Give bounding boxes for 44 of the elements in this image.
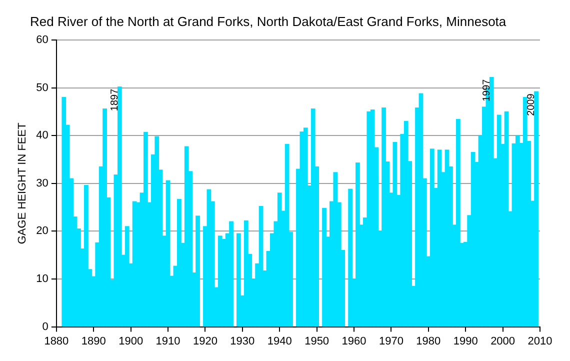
x-tick-label: 1980 [416, 335, 441, 348]
y-tick-label: 30 [36, 177, 48, 190]
y-tick-label: 0 [42, 320, 48, 333]
y-axis-title: GAGE HEIGHT IN FEET [16, 122, 29, 244]
y-tick-label: 60 [36, 34, 48, 46]
y-tick-label: 40 [36, 130, 48, 142]
x-tick-label: 1880 [44, 335, 69, 348]
x-tick-label: 1960 [342, 335, 366, 348]
x-tick-label: 2010 [528, 335, 552, 348]
bar [300, 131, 304, 327]
y-tick-label: 50 [36, 82, 48, 94]
x-tick-label: 1940 [267, 335, 292, 348]
x-tick-label: 1910 [156, 335, 180, 348]
bar [366, 111, 372, 327]
x-tick-label: 1890 [81, 335, 106, 348]
bar [322, 208, 326, 327]
annotation: 1897 [109, 88, 120, 112]
annotation: 2009 [526, 93, 538, 116]
bar [534, 91, 538, 327]
chart-title: Red River of the North at Grand Forks, North Dakota/East Grand Forks, Minnesota [30, 14, 506, 29]
x-tick-label: 1930 [230, 335, 255, 348]
y-tick-label: 20 [36, 225, 48, 238]
bar [102, 108, 107, 327]
bar [62, 97, 66, 327]
bar [382, 108, 386, 327]
x-tick-label: 1970 [378, 335, 404, 348]
y-tick-label: 10 [36, 273, 48, 286]
bar [356, 162, 360, 327]
x-tick-label: 1950 [304, 335, 330, 348]
x-tick-label: 1900 [118, 335, 144, 348]
bar [117, 86, 122, 327]
annotation: 1997 [481, 78, 492, 102]
x-tick-label: 2000 [490, 335, 516, 348]
bar [348, 188, 352, 327]
bar [229, 221, 234, 327]
bar [196, 216, 200, 327]
bar [456, 119, 460, 327]
bar [333, 172, 338, 327]
bar [392, 142, 398, 327]
x-tick-label: 1990 [453, 335, 478, 348]
bar [84, 184, 88, 327]
bar [236, 233, 241, 327]
bar [154, 136, 160, 327]
x-tick-label: 1920 [192, 335, 218, 348]
